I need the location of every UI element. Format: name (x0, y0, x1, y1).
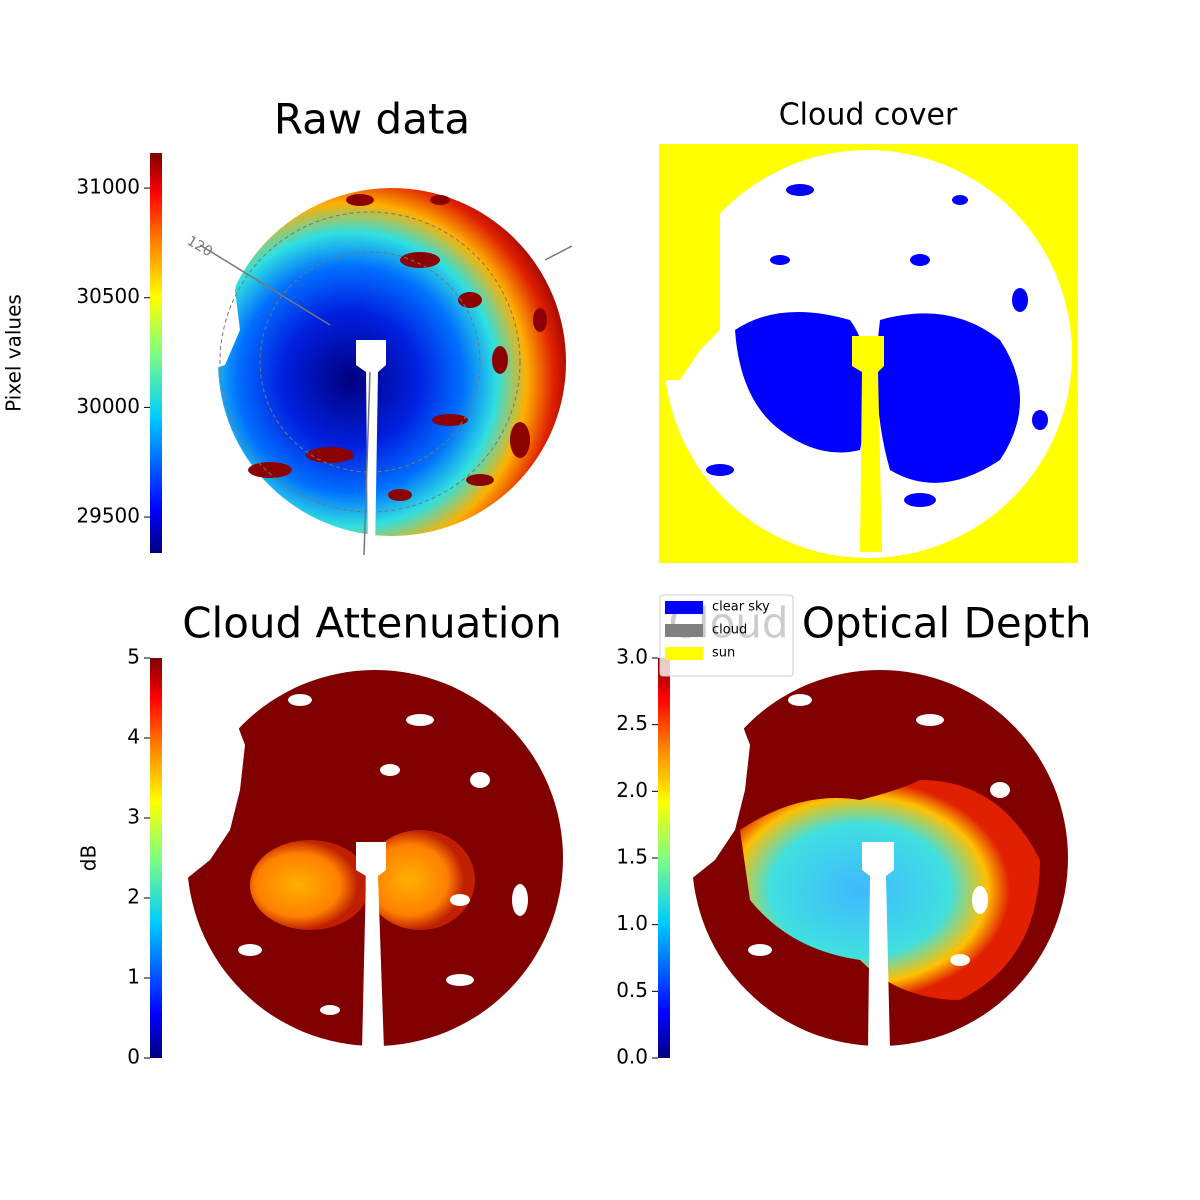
colorbar-tick-label: 3 (127, 805, 140, 829)
legend-label: clear sky (712, 600, 770, 615)
attenuation-image (185, 670, 563, 1050)
colorbar-tick-label: 31000 (76, 175, 140, 199)
legend-swatch (665, 601, 703, 614)
legend-label: sun (712, 646, 735, 661)
colorbar-tick-label: 3.0 (616, 645, 648, 669)
colorbar-tick-label: 1.5 (616, 845, 648, 869)
cloud-cover-image (659, 144, 1078, 563)
colorbar-tick-label: 0.0 (616, 1045, 648, 1069)
raw-image (190, 188, 573, 556)
legend-swatch (665, 647, 703, 660)
colorbar-tick-label: 29500 (76, 504, 140, 528)
optical-depth-image (690, 670, 1068, 1050)
panel-title: Cloud cover (779, 98, 958, 133)
panel-title: Raw data (274, 95, 470, 144)
colorbar-tick-label: 2.5 (616, 711, 648, 735)
colorbar-tick-label: 0 (127, 1045, 140, 1069)
colorbar (658, 658, 670, 1058)
panel-title: Cloud Attenuation (182, 599, 562, 648)
colorbar-tick-label: 30500 (76, 284, 140, 308)
colorbar-tick-label: 4 (127, 725, 140, 749)
legend-swatch (665, 624, 703, 637)
colorbar-label: Pixel values (2, 294, 26, 412)
colorbar (150, 658, 162, 1058)
colorbar-tick-label: 0.5 (616, 978, 648, 1002)
colorbar-tick-label: 2 (127, 885, 140, 909)
colorbar (150, 153, 162, 553)
colorbar-tick-label: 2.0 (616, 778, 648, 802)
colorbar-tick-label: 5 (127, 645, 140, 669)
legend-label: cloud (712, 623, 747, 638)
colorbar-tick-label: 1.0 (616, 911, 648, 935)
colorbar-tick-label: 30000 (76, 394, 140, 418)
colorbar-tick-label: 1 (127, 965, 140, 989)
colorbar-label: dB (77, 845, 101, 871)
